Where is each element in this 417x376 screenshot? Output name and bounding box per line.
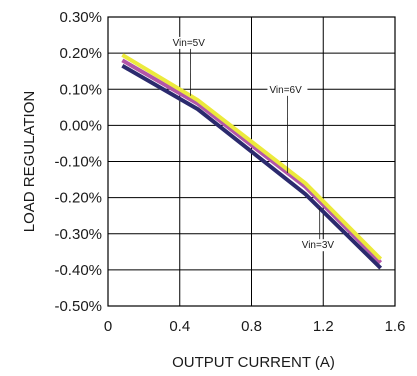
- x-tick-label: 1.2: [313, 318, 334, 335]
- series-annotation: Vin=6V: [269, 85, 302, 96]
- y-tick-label: 0.10%: [59, 81, 102, 98]
- x-tick-label: 0.8: [241, 318, 262, 335]
- series-annotation: Vin=5V: [173, 38, 206, 49]
- y-tick-labels: 0.30% 0.20% 0.10% 0.00% -0.10% -0.20% -0.30% -0…: [54, 9, 102, 315]
- y-tick-label: -0.50%: [54, 298, 102, 315]
- x-tick-label: 1.6: [385, 318, 406, 335]
- annotation-background: [170, 36, 211, 49]
- series-lines: [121, 53, 383, 270]
- annotation-background: [299, 239, 340, 252]
- y-tick-label: 0.20%: [59, 45, 102, 62]
- y-tick-label: -0.30%: [54, 226, 102, 243]
- y-tick-label: -0.10%: [54, 154, 102, 171]
- y-axis-label: LOAD REGULATION: [21, 91, 38, 232]
- series-line-vin-6v: [121, 58, 383, 265]
- series-annotation: Vin=3V: [302, 240, 335, 251]
- grid-lines: [108, 17, 395, 306]
- y-tick-label: 0.00%: [59, 117, 102, 134]
- x-axis-label: OUTPUT CURRENT (A): [172, 354, 335, 371]
- y-tick-label: 0.30%: [59, 9, 102, 26]
- series-annotations: Vin=5V Vin=6V Vin=3V: [170, 36, 340, 252]
- x-tick-label: 0.4: [169, 318, 190, 335]
- series-line-vin-5v: [121, 53, 383, 261]
- y-tick-label: -0.40%: [54, 262, 102, 279]
- y-tick-label: -0.20%: [54, 190, 102, 207]
- annotation-background: [267, 83, 308, 96]
- series-line-vin-3v: [121, 64, 383, 270]
- x-tick-label: 0: [104, 318, 112, 335]
- x-tick-labels: 0 0.4 0.8 1.2 1.6: [104, 318, 406, 335]
